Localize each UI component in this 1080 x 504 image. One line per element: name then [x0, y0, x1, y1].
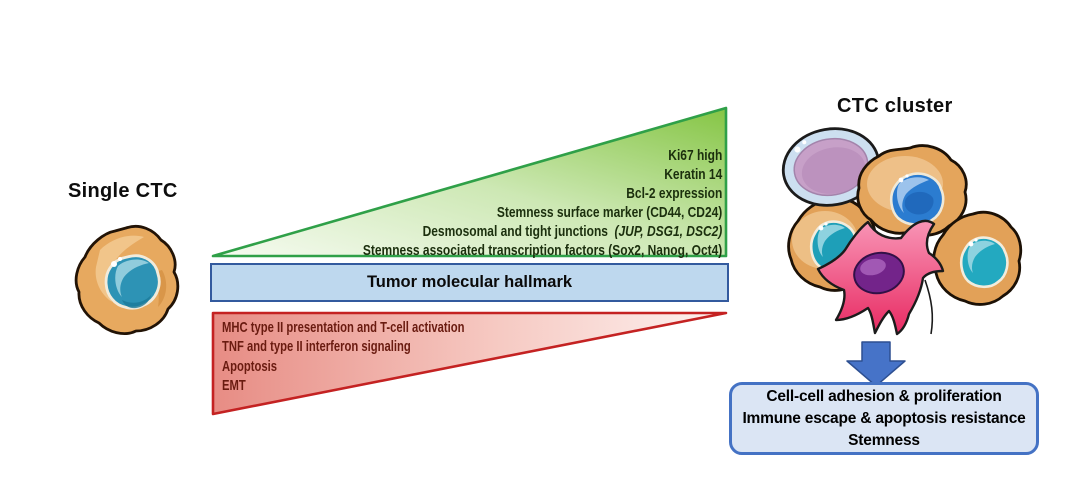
red-triangle-shape: [211, 311, 728, 416]
outcome-line: Immune escape & apoptosis resistance: [742, 409, 1026, 427]
hallmark-bar: Tumor molecular hallmark: [210, 263, 729, 302]
ctc-cluster-illustration: [781, 127, 1023, 336]
ctc-cluster-label: CTC cluster: [837, 95, 953, 117]
green-triangle-item: Keratin 14: [663, 166, 722, 183]
cluster-cell-mauve: [781, 127, 881, 207]
red-triangle-item: TNF and type II interferon signaling: [222, 338, 411, 356]
red-gradient-triangle: [211, 311, 728, 416]
red-triangle-item: EMT: [222, 376, 246, 394]
nucleus-highlight: [115, 259, 149, 297]
single-ctc-label: Single CTC: [68, 180, 178, 202]
green-triangle-item: Ki67 high: [667, 147, 722, 164]
outcome-box: Cell-cell adhesion & proliferation Immun…: [729, 382, 1039, 455]
cluster-cell-right: [932, 210, 1023, 306]
cluster-cell-pink-stellate: [816, 219, 945, 336]
cluster-cell-top: [856, 144, 968, 237]
hallmark-bar-label: Tumor molecular hallmark: [366, 273, 573, 291]
red-triangle-items: MHC type II presentation and T-cell acti…: [222, 318, 465, 395]
outcome-line: Cell-cell adhesion & proliferation: [766, 387, 1002, 405]
gene-names-italic: (JUP, DSG1, DSC2): [614, 223, 722, 240]
green-triangle-items: Ki67 high Keratin 14 Bcl-2 expression St…: [363, 146, 722, 260]
green-triangle-item: Desmosomal and tight junctions (JUP, DSG…: [422, 223, 722, 240]
sparkle: [111, 261, 117, 267]
green-triangle-shape: [211, 106, 728, 258]
sparkle: [118, 257, 122, 261]
nucleus-shade: [122, 295, 151, 309]
single-ctc-cell-illustration: [74, 224, 180, 335]
red-triangle-item: MHC type II presentation and T-cell acti…: [222, 319, 465, 336]
down-arrow-icon: [846, 341, 906, 387]
green-triangle-item: Bcl-2 expression: [625, 185, 722, 202]
red-triangle-item: Apoptosis: [222, 357, 278, 375]
outcome-line: Stemness: [848, 431, 920, 449]
green-gradient-triangle: [211, 106, 728, 258]
green-triangle-item: Stemness associated transcription factor…: [362, 242, 722, 259]
green-triangle-item: Stemness surface marker (CD44, CD24): [496, 204, 722, 221]
